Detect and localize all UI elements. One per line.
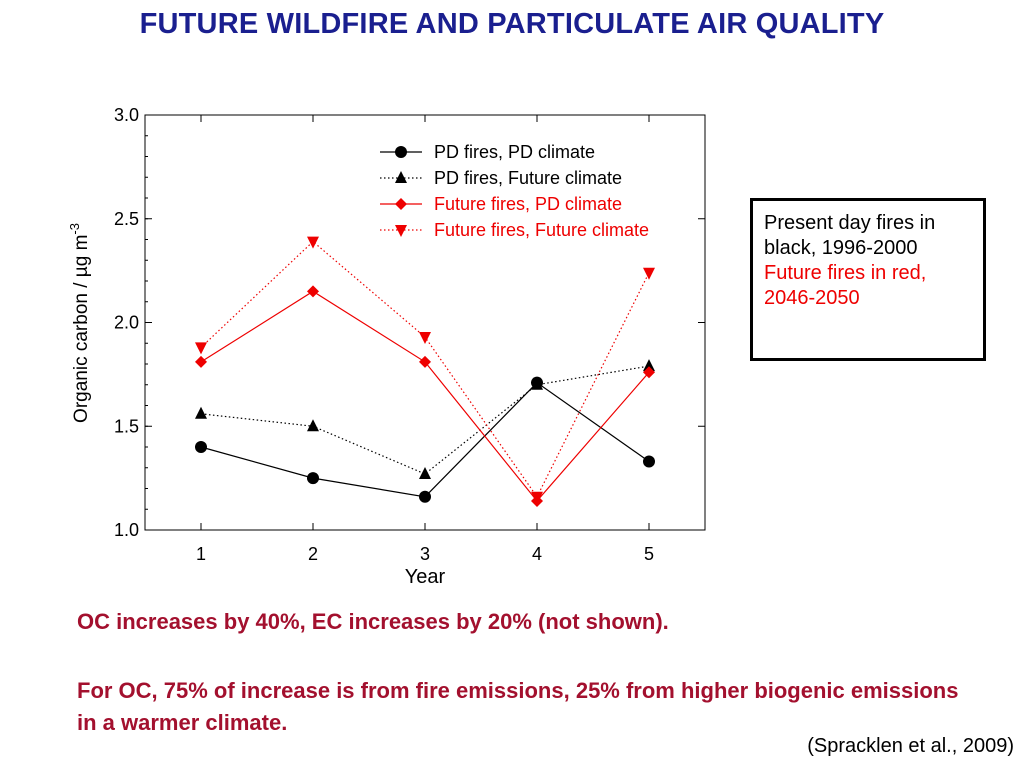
series-group [195,236,655,507]
data-point [419,355,431,368]
data-point [195,342,207,355]
y-axis-label-text: Organic carbon / µg m [71,235,92,423]
x-axis-label: Year [405,566,446,588]
y-tick-label: 2.0 [114,313,139,333]
y-axis: 1.0 1.5 2.0 2.5 3.0 [114,105,705,540]
note-box: Present day fires in black, 1996-2000 Fu… [750,198,986,361]
legend-marker [395,146,407,158]
x-tick-label: 5 [644,544,654,564]
series-line [200,240,650,498]
x-tick-label: 2 [308,544,318,564]
legend-marker [395,225,407,237]
slide-title: FUTURE WILDFIRE AND PARTICULATE AIR QUAL… [139,8,885,40]
data-point [195,406,207,419]
y-tick-label: 1.5 [114,416,139,436]
data-point [531,377,543,390]
data-point [307,472,319,485]
data-point [643,366,655,379]
legend-marker [395,171,407,183]
note-future-line-1: Future fires in red, [764,262,927,284]
legend-marker [395,198,407,210]
note-present-line-2: black, 1996-2000 [764,237,918,259]
data-point [643,455,655,468]
series-line [200,365,650,475]
data-point [307,419,319,432]
x-tick-label: 3 [420,544,430,564]
y-tick-label: 3.0 [114,105,139,125]
x-axis: 1 2 3 4 5 [196,115,654,564]
y-tick-label: 2.5 [114,209,139,229]
legend-label: Future fires, Future climate [434,220,649,240]
finding-text-1: OC increases by 40%, EC increases by 20%… [77,609,669,634]
line-chart: 1.0 1.5 2.0 2.5 3.0 1 2 3 4 5 PD fires, PD clima… [67,105,706,588]
data-point [195,441,207,453]
y-axis-label-exponent: -3 [67,223,82,235]
x-tick-label: 4 [532,544,542,564]
x-tick-label: 1 [196,544,206,564]
data-point [307,236,319,249]
y-tick-label: 1.0 [114,520,139,540]
note-future-line-2: 2046-2050 [764,287,860,309]
data-point [419,490,431,503]
y-axis-label: Organic carbon / µg m-3 [67,223,92,423]
finding-text-2: For OC, 75% of increase is from fire emi… [77,678,959,735]
legend-label: Future fires, PD climate [434,194,622,214]
data-point [643,359,655,372]
series-2 [195,359,655,479]
legend-label: PD fires, PD climate [434,142,595,162]
data-point [531,491,543,504]
note-present-line-1: Present day fires in [764,212,936,234]
legend: PD fires, PD climate PD fires, Future cli… [380,142,649,240]
series-1 [195,376,655,503]
legend-label: PD fires, Future climate [434,168,622,188]
data-point [195,355,207,368]
series-line [200,381,650,498]
citation: (Spracklen et al., 2009) [807,735,1014,757]
data-point [643,267,655,280]
data-point [419,332,431,345]
data-point [419,466,431,479]
data-point [307,285,319,298]
series-4 [195,236,655,504]
